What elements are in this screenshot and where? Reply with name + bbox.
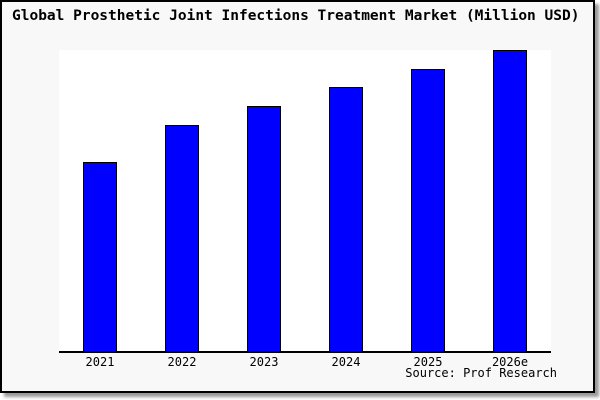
x-axis-label-2022: 2022 [167, 355, 197, 369]
source-note: Source: Prof Research [405, 366, 557, 380]
x-axis-label-2024: 2024 [331, 355, 361, 369]
bar-2024 [329, 87, 363, 351]
bar-2021 [83, 162, 117, 351]
bar-2022 [165, 125, 199, 351]
x-axis-label-2021: 2021 [85, 355, 115, 369]
x-axis-label-2023: 2023 [249, 355, 279, 369]
plot-area [59, 50, 551, 353]
x-axis-label-2026e: 2026e [491, 355, 529, 369]
chart-title: Global Prosthetic Joint Infections Treat… [12, 8, 580, 24]
x-axis-labels: 2021 2022 2023 2024 2025 2026e [59, 355, 551, 371]
bar-2025 [411, 69, 445, 351]
bar-2023 [247, 106, 281, 351]
chart-card: Global Prosthetic Joint Infections Treat… [0, 0, 595, 393]
bar-2026e [493, 50, 527, 351]
x-axis-label-2025: 2025 [413, 355, 443, 369]
